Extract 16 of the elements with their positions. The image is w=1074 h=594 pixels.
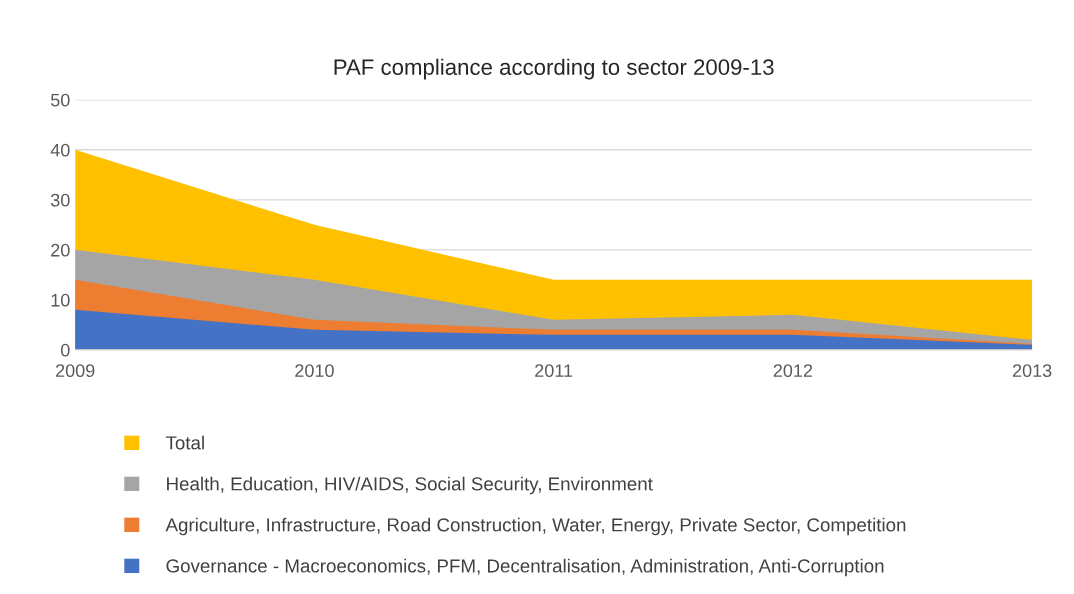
y-tick-label: 10 (51, 293, 70, 307)
legend-label: Total (165, 435, 204, 450)
y-tick-label: 30 (50, 193, 70, 207)
y-tick-label: 20 (51, 243, 70, 257)
x-tick-label: 2009 (56, 364, 95, 378)
x-tick-label: 2011 (535, 364, 573, 378)
x-tick-label: 2012 (773, 364, 813, 378)
y-tick-label: 0 (60, 343, 70, 357)
x-tick-label: 2010 (295, 364, 334, 378)
legend-label: Agriculture, Infrastructure, Road Construction, Water, Energy, Private Sector, Competition (165, 517, 906, 536)
y-tick-label: 40 (50, 143, 70, 157)
y-tick-label: 50 (50, 93, 70, 107)
chart-title: PAF compliance according to sector 2009-13 (334, 58, 774, 80)
legend-label: Governance - Macroeconomics, PFM, Decentralisation, Administration, Anti-Corruption (166, 558, 884, 577)
legend-label: Health, Education, HIV/AIDS, Social Security, Environment (167, 476, 653, 495)
x-tick-label: 2013 (1012, 364, 1052, 378)
